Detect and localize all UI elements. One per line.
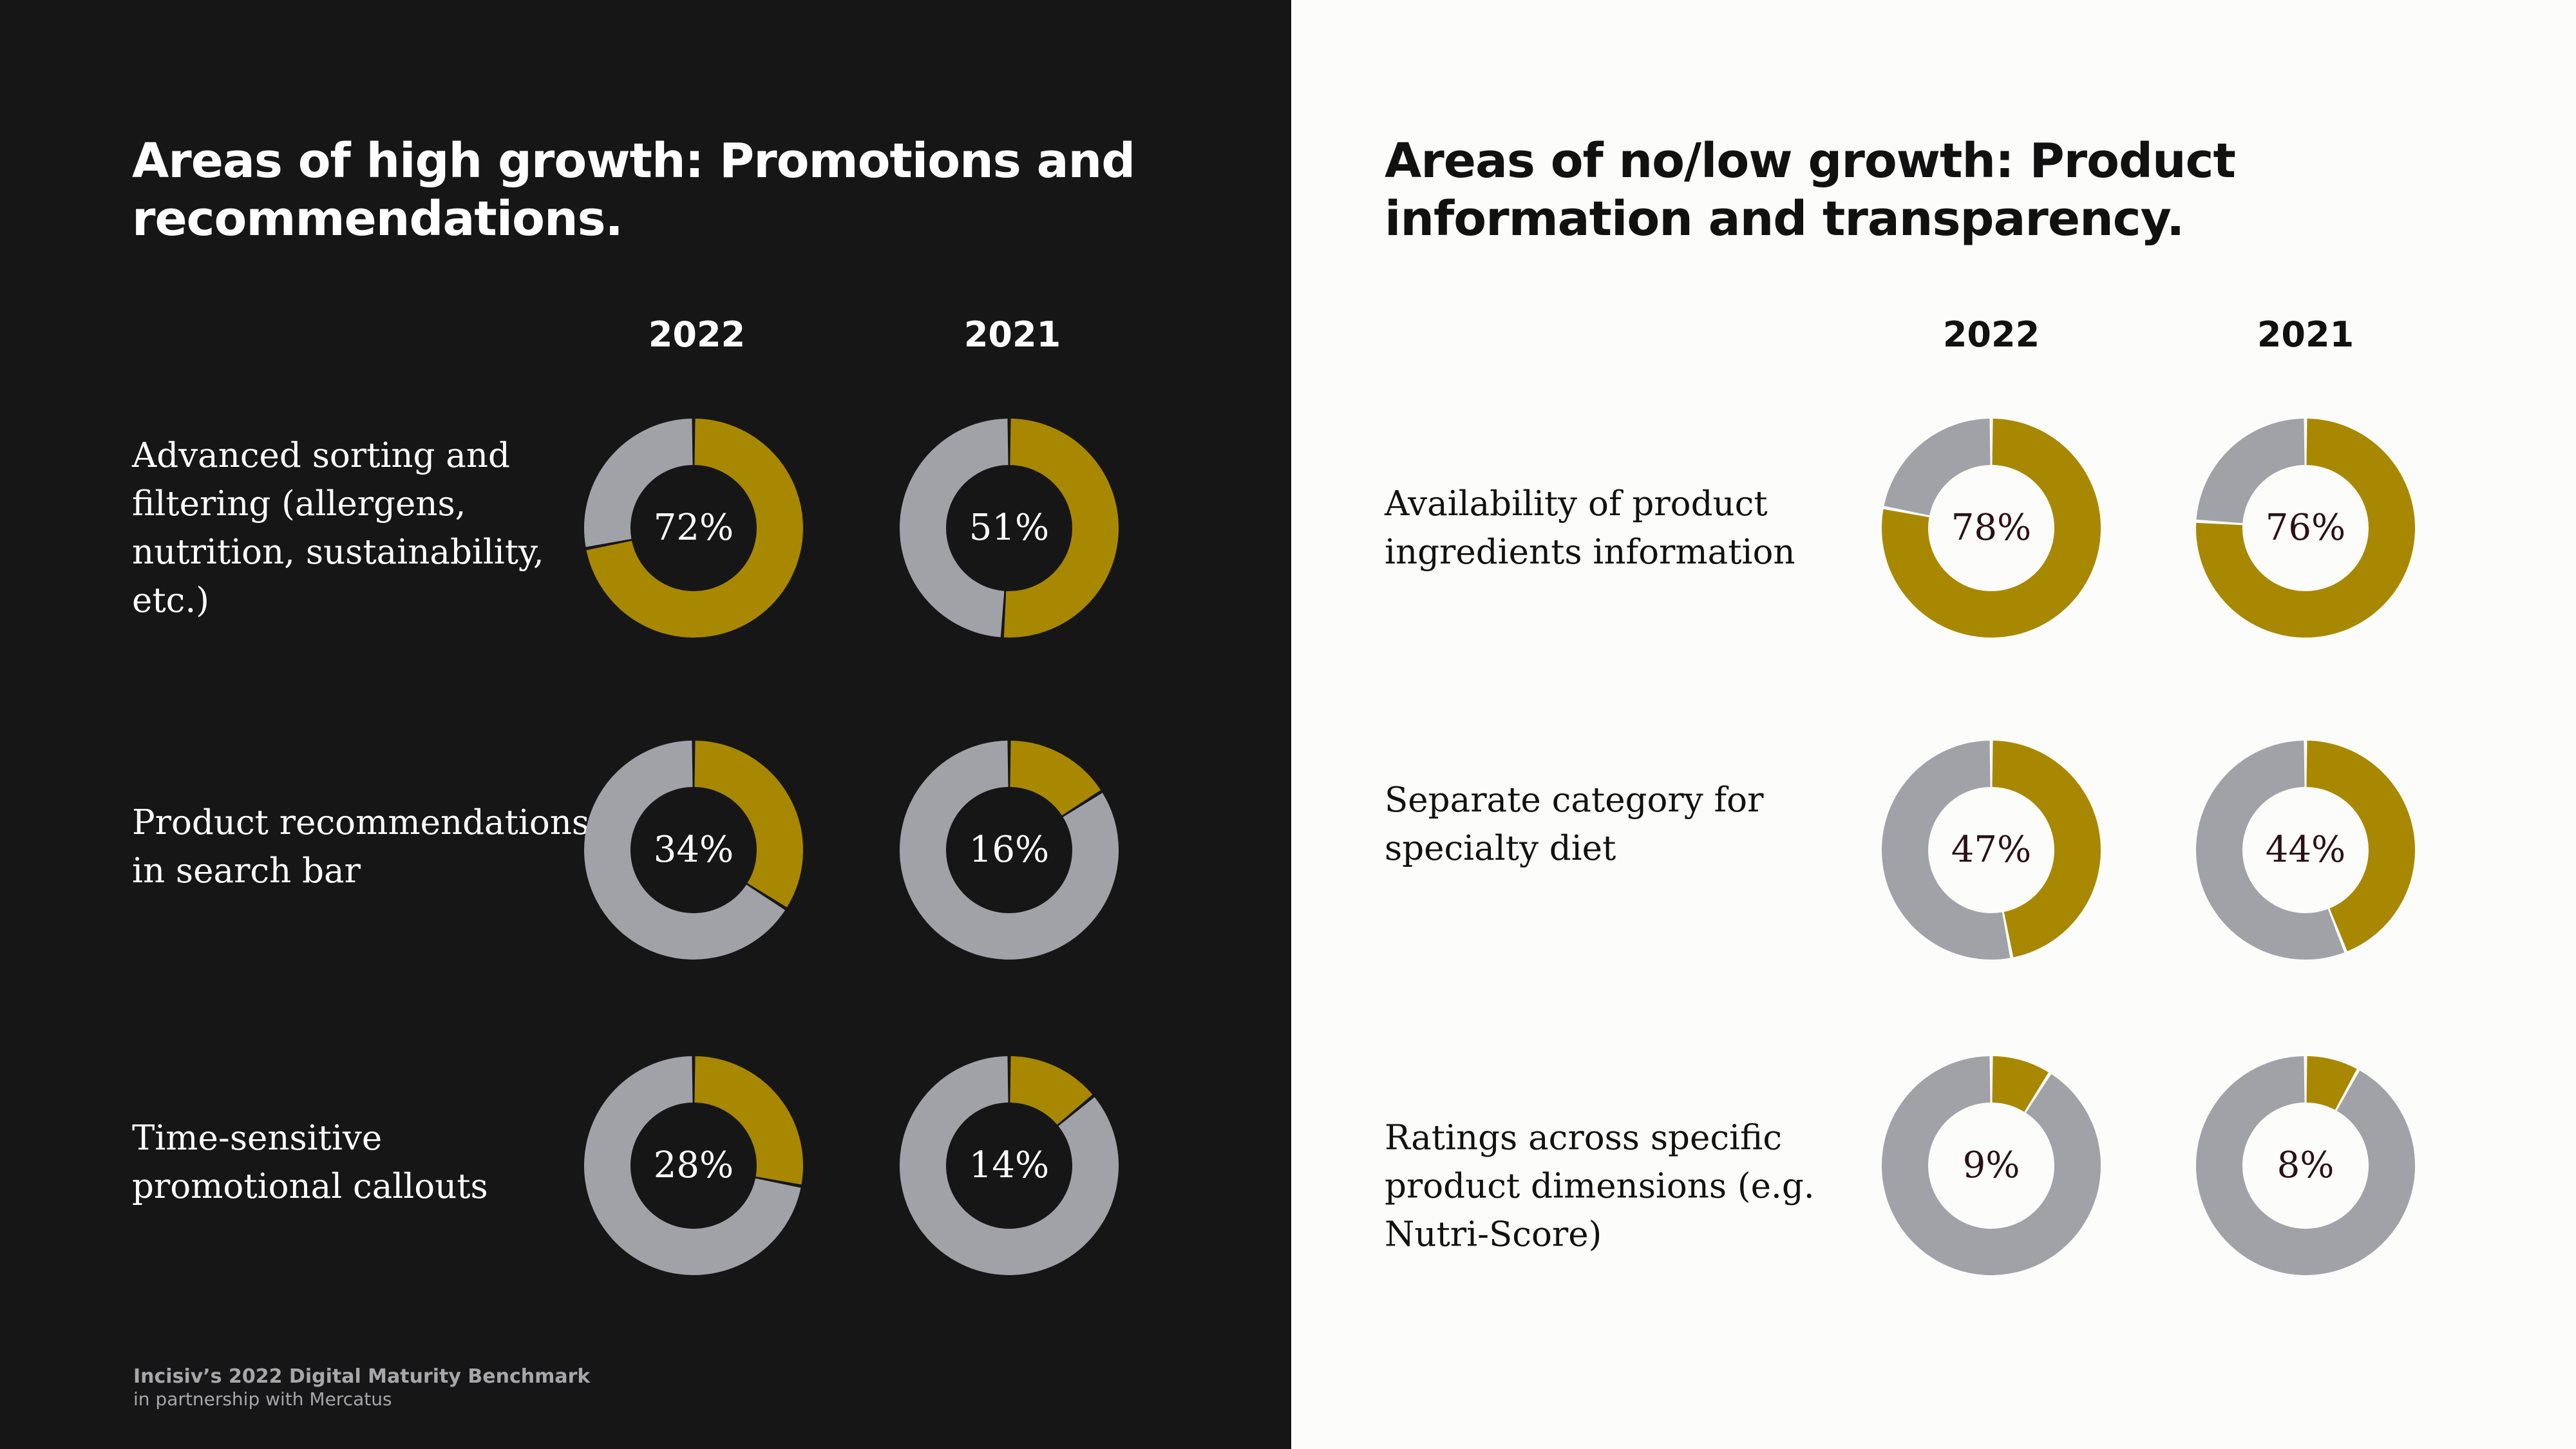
- donut-remainder-segment: [900, 741, 1119, 960]
- donut-value-label: 72%: [653, 507, 734, 549]
- donut-remainder-segment: [1882, 741, 2011, 960]
- donut-svg: [1882, 1056, 2101, 1275]
- donut-value-segment: [694, 741, 803, 907]
- donut-chart: 76%: [2183, 406, 2428, 650]
- donut-value-segment: [1991, 741, 2101, 958]
- donut-chart: 51%: [887, 406, 1132, 650]
- donut-svg: [584, 419, 803, 638]
- donut-chart: 14%: [887, 1043, 1132, 1288]
- donut-remainder-segment: [584, 1056, 801, 1275]
- donut-remainder-segment: [900, 419, 1009, 638]
- donut-value-label: 76%: [2265, 507, 2346, 549]
- donut-remainder-segment: [2196, 1056, 2415, 1275]
- donut-value-segment: [2196, 419, 2415, 638]
- donut-chart: 44%: [2183, 728, 2428, 972]
- donut-value-segment: [1009, 741, 1101, 817]
- row-label: Ratings across specific product dimensio…: [1385, 1118, 1815, 1255]
- donut-value-label: 78%: [1951, 507, 2032, 549]
- donut-chart: 47%: [1869, 728, 2114, 972]
- donut-value-segment: [2306, 1056, 2357, 1110]
- donut-svg: [900, 419, 1119, 638]
- year-header-2022: 2022: [1942, 314, 2040, 355]
- donut-value-label: 44%: [2265, 829, 2346, 871]
- donut-svg: [900, 741, 1119, 960]
- donut-value-label: 14%: [969, 1144, 1050, 1186]
- year-header-2021: 2021: [963, 314, 1061, 355]
- donut-value-label: 8%: [2277, 1144, 2334, 1186]
- footer-source: Incisiv’s 2022 Digital Maturity Benchmar…: [133, 1365, 591, 1388]
- donut-value-label: 28%: [653, 1144, 734, 1186]
- donut-svg: [584, 741, 803, 960]
- row-label: Time-sensitive promotional callouts: [132, 1119, 488, 1206]
- donut-remainder-segment: [2196, 419, 2306, 524]
- donut-chart: 9%: [1869, 1043, 2114, 1288]
- donut-svg: [1882, 419, 2101, 638]
- donut-chart: 28%: [571, 1043, 816, 1288]
- donut-remainder-segment: [2196, 741, 2345, 960]
- donut-value-label: 16%: [969, 829, 1050, 871]
- donut-remainder-segment: [584, 419, 694, 547]
- donut-svg: [584, 1056, 803, 1275]
- year-header-2022: 2022: [648, 314, 746, 355]
- donut-value-segment: [1991, 1056, 2049, 1113]
- donut-svg: [1882, 741, 2101, 960]
- row-label: Advanced sorting and filtering (allergen…: [132, 436, 544, 620]
- donut-chart: 34%: [571, 728, 816, 972]
- donut-value-label: 34%: [653, 829, 734, 871]
- donut-value-label: 47%: [1951, 829, 2032, 871]
- donut-chart: 16%: [887, 728, 1132, 972]
- panel-title: Areas of high growth: Promotions and rec…: [132, 133, 1135, 247]
- donut-value-label: 9%: [1962, 1144, 2020, 1186]
- donut-svg: [2196, 1056, 2415, 1275]
- donut-value-segment: [1009, 1056, 1093, 1126]
- donut-value-segment: [586, 419, 803, 638]
- donut-value-label: 51%: [969, 507, 1050, 549]
- row-label: Separate category for specialty diet: [1385, 781, 1764, 868]
- donut-value-segment: [694, 1056, 803, 1185]
- donut-remainder-segment: [1882, 1056, 2101, 1275]
- donut-chart: 78%: [1869, 406, 2114, 650]
- donut-svg: [2196, 419, 2415, 638]
- donut-chart: 8%: [2183, 1043, 2428, 1288]
- row-label: Availability of product ingredients info…: [1385, 484, 1795, 572]
- footer-partner: in partnership with Mercatus: [133, 1388, 392, 1410]
- donut-svg: [2196, 741, 2415, 960]
- donut-remainder-segment: [900, 1056, 1119, 1275]
- donut-remainder-segment: [1884, 419, 1991, 516]
- donut-value-segment: [2306, 741, 2415, 952]
- donut-chart: 72%: [571, 406, 816, 650]
- high-growth-panel: Areas of high growth: Promotions and rec…: [0, 0, 1291, 1449]
- donut-value-segment: [1003, 419, 1119, 638]
- row-label: Product recommendations in search bar: [132, 803, 590, 891]
- donut-svg: [900, 1056, 1119, 1275]
- donut-value-segment: [1882, 419, 2101, 638]
- year-header-2021: 2021: [2257, 314, 2354, 355]
- footer: Incisiv’s 2022 Digital Maturity Benchmar…: [133, 1365, 590, 1410]
- donut-remainder-segment: [584, 741, 786, 960]
- panel-title: Areas of no/low growth: Product informat…: [1385, 133, 2236, 247]
- low-growth-panel: Areas of no/low growth: Product informat…: [1291, 0, 2576, 1449]
